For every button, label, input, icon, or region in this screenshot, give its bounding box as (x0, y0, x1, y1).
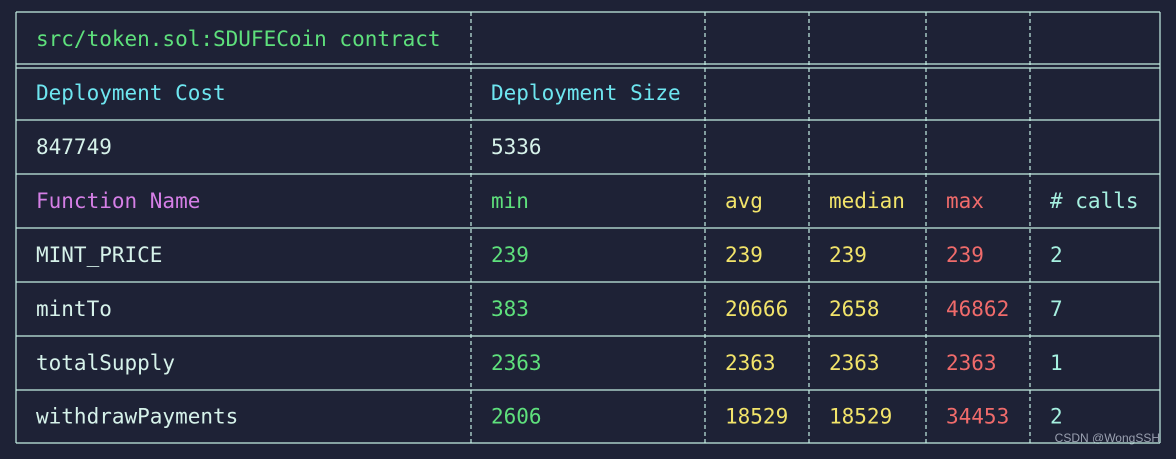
function-name: mintTo (36, 297, 112, 321)
watermark: CSDN @WongSSH (1055, 431, 1160, 445)
column-header: avg (725, 189, 763, 213)
gas-value: 2363 (946, 351, 997, 375)
gas-value: 46862 (946, 297, 1009, 321)
gas-value: 2363 (725, 351, 776, 375)
column-header: # calls (1050, 189, 1139, 213)
column-header: min (491, 189, 529, 213)
gas-value: 2363 (829, 351, 880, 375)
gas-value: 34453 (946, 405, 1009, 429)
column-header: median (829, 189, 905, 213)
gas-value: 2 (1050, 243, 1063, 267)
gas-value: 2606 (491, 405, 542, 429)
function-name: totalSupply (36, 351, 175, 375)
gas-value: 239 (491, 243, 529, 267)
gas-value: 239 (946, 243, 984, 267)
gas-value: 239 (725, 243, 763, 267)
column-header: Function Name (36, 189, 200, 213)
gas-value: 2363 (491, 351, 542, 375)
function-name: withdrawPayments (36, 405, 238, 429)
deployment-header: Deployment Cost (36, 81, 226, 105)
deployment-header: Deployment Size (491, 81, 681, 105)
gas-value: 2 (1050, 405, 1063, 429)
gas-value: 383 (491, 297, 529, 321)
gas-value: 239 (829, 243, 867, 267)
column-header: max (946, 189, 984, 213)
contract-title: src/token.sol:SDUFECoin contract (36, 27, 441, 51)
gas-value: 18529 (829, 405, 892, 429)
gas-value: 2658 (829, 297, 880, 321)
gas-value: 7 (1050, 297, 1063, 321)
deployment-value: 5336 (491, 135, 542, 159)
gas-value: 18529 (725, 405, 788, 429)
gas-value: 1 (1050, 351, 1063, 375)
gas-value: 20666 (725, 297, 788, 321)
function-name: MINT_PRICE (36, 243, 162, 267)
deployment-value: 847749 (36, 135, 112, 159)
